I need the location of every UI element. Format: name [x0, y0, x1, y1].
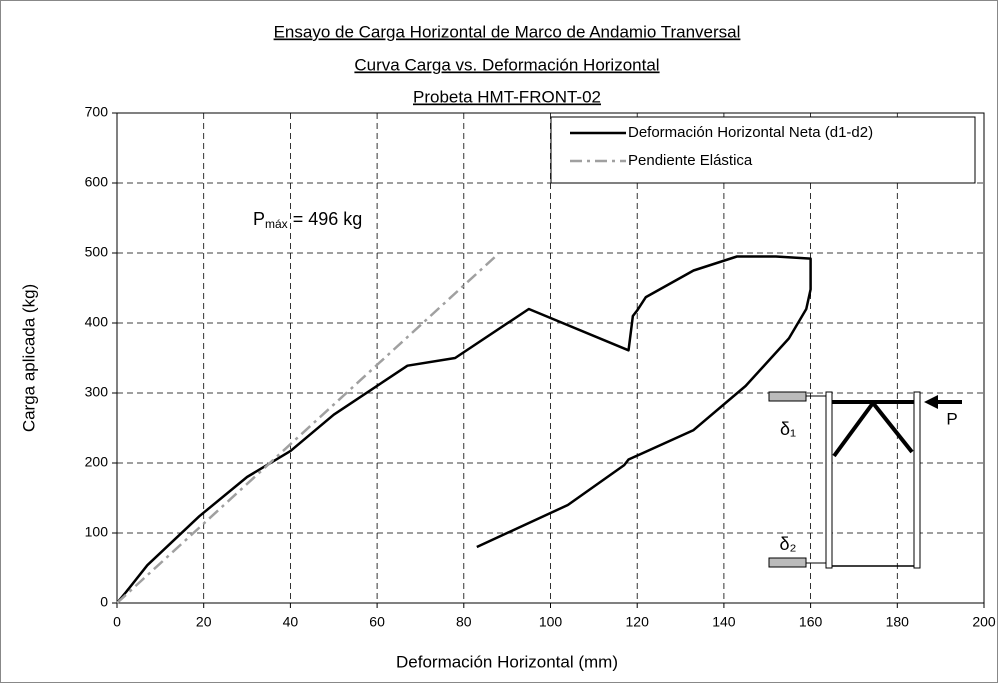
legend-label: Pendiente Elástica — [628, 152, 753, 169]
brace — [832, 401, 875, 458]
legend-label: Deformación Horizontal Neta (d1-d2) — [628, 124, 873, 141]
gauge — [768, 391, 807, 402]
data-line — [116, 255, 812, 604]
y-tick-label: 100 — [85, 524, 109, 540]
annotation-sub: máx — [265, 217, 288, 231]
load-arrow-head — [924, 395, 938, 409]
diagram-label: P — [946, 409, 957, 428]
x-tick-label: 20 — [196, 614, 212, 630]
annotation-main: P — [253, 209, 265, 229]
x-axis-label: Deformación Horizontal (mm) — [396, 652, 618, 671]
chart-subtitle: Probeta HMT-FRONT-02 — [413, 87, 601, 106]
y-tick-label: 200 — [85, 454, 109, 470]
chart-subtitle: Curva Carga vs. Deformación Horizontal — [354, 55, 659, 74]
data-line — [116, 252, 500, 604]
x-tick-label: 140 — [712, 614, 736, 630]
diagram-label: δ₁ — [780, 419, 796, 439]
y-tick-label: 0 — [100, 594, 108, 610]
plot-border — [116, 112, 985, 604]
y-axis-label: Carga aplicada (kg) — [19, 284, 38, 432]
x-tick-label: 120 — [626, 614, 650, 630]
x-tick-label: 0 — [113, 614, 121, 630]
x-tick-label: 200 — [972, 614, 996, 630]
plot: 0 100 200 300 400 500 600 700 0 20 40 60 80 100 120 140… — [85, 104, 996, 630]
post — [913, 391, 921, 569]
annotation: Pmáx = 496 kg — [253, 209, 362, 231]
diagram-label: δ₂ — [779, 534, 796, 554]
x-tick-label: 80 — [456, 614, 472, 630]
x-tick-label: 180 — [886, 614, 910, 630]
y-tick-label: 300 — [85, 384, 109, 400]
y-tick-label: 400 — [85, 314, 109, 330]
y-tick-label: 700 — [85, 104, 109, 120]
legend: Deformación Horizontal Neta (d1-d2) Pendi… — [550, 116, 976, 184]
y-tick-label: 500 — [85, 244, 109, 260]
x-tick-label: 60 — [369, 614, 385, 630]
chart-title: Ensayo de Carga Horizontal de Marco de A… — [274, 22, 741, 41]
post — [825, 391, 833, 569]
frame-diagram: δ₁ δ₂ P — [768, 391, 962, 569]
brace — [871, 401, 914, 454]
gauge — [768, 557, 807, 568]
x-tick-label: 100 — [539, 614, 563, 630]
y-tick-label: 600 — [85, 174, 109, 190]
annotation-rest: = 496 kg — [288, 209, 363, 229]
x-tick-label: 40 — [283, 614, 299, 630]
legend-box — [550, 116, 976, 184]
x-tick-label: 160 — [799, 614, 823, 630]
titles: Ensayo de Carga Horizontal de Marco de A… — [274, 22, 741, 106]
